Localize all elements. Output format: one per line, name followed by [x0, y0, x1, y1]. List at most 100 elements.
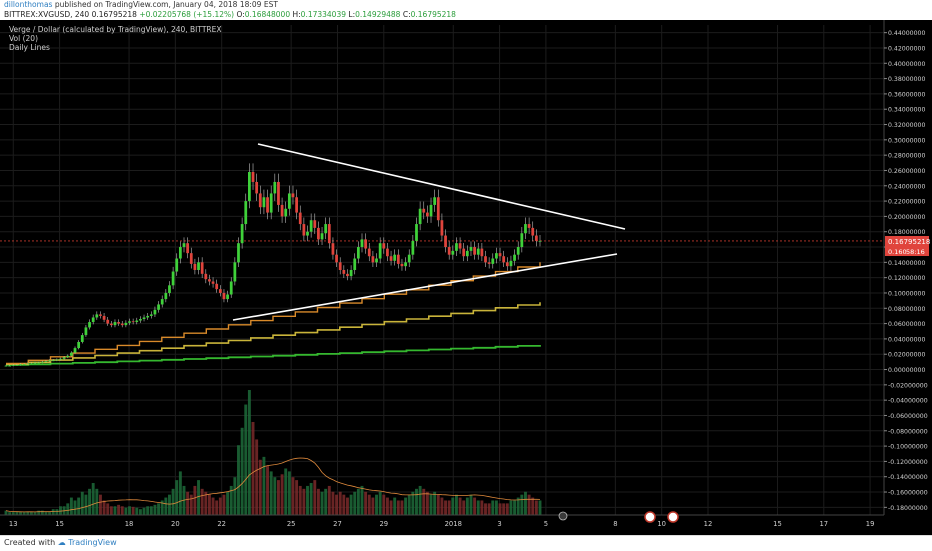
- y-tick-label: 0.38000000: [888, 76, 925, 83]
- volume-bar: [222, 494, 226, 515]
- volume-bar: [462, 500, 466, 515]
- y-tick-label: 0.20000000: [888, 214, 925, 221]
- candle-body: [331, 243, 335, 255]
- y-tick-label: 0.04000000: [888, 336, 925, 343]
- volume-bar: [117, 504, 121, 515]
- volume-bar: [160, 500, 164, 515]
- y-tick-label: -0.12000000: [888, 459, 928, 466]
- volume-bar: [284, 468, 288, 515]
- volume-bar: [527, 494, 531, 515]
- candle-body: [178, 247, 182, 259]
- candle-body: [291, 193, 295, 198]
- y-tick-label: -0.08000000: [888, 428, 928, 435]
- candle-body: [422, 208, 426, 213]
- candle-body: [128, 321, 131, 323]
- candle-body: [102, 315, 106, 320]
- volume-bar: [309, 483, 313, 515]
- volume-bar: [331, 491, 335, 515]
- volume-bar: [258, 459, 262, 515]
- candle-body: [80, 335, 84, 342]
- price-chart[interactable]: 0.44000000 0.42000000 0.40000000 0.38000000…: [0, 20, 932, 535]
- y-tick-label: 0.12000000: [888, 275, 925, 282]
- volume-bar: [505, 503, 509, 515]
- candle-body: [91, 317, 95, 323]
- volume-bar: [142, 507, 146, 515]
- y-tick-label: -0.04000000: [888, 398, 928, 405]
- daily-line-green: [6, 345, 541, 366]
- candle-body: [440, 220, 444, 236]
- symbol-label: BITTREX:XVGUSD, 240: [4, 10, 90, 19]
- candle-body: [520, 233, 524, 248]
- volume-bar: [59, 506, 62, 515]
- volume-bar: [400, 500, 404, 515]
- candle-body: [487, 262, 491, 264]
- volume-bar: [37, 510, 41, 515]
- lower-trendline[interactable]: [232, 253, 618, 321]
- candle-body: [447, 247, 451, 255]
- candle-body: [280, 204, 284, 217]
- y-tick-label: 0.28000000: [888, 153, 925, 160]
- volume-bar: [451, 497, 455, 515]
- candle-body: [99, 314, 102, 316]
- candle-body: [26, 363, 30, 365]
- y-tick-label: 0.44000000: [888, 30, 925, 37]
- candle-body: [164, 292, 168, 300]
- tradingview-brand[interactable]: TradingView: [68, 538, 117, 547]
- candle-body: [404, 262, 407, 267]
- volume-bar: [382, 494, 386, 515]
- candle-body: [411, 240, 415, 255]
- publish-info: published on TradingView.com, January 04…: [54, 0, 278, 9]
- volume-bar: [229, 485, 233, 515]
- candle-body: [197, 262, 200, 270]
- candle-body: [8, 365, 12, 367]
- candle-body: [324, 224, 328, 234]
- volume-bar: [353, 491, 357, 515]
- volume-bar: [22, 512, 26, 515]
- volume-bar: [29, 512, 33, 515]
- price-axis[interactable]: 0.44000000 0.42000000 0.40000000 0.38000000…: [883, 20, 932, 535]
- upper-trendline[interactable]: [257, 143, 626, 230]
- candle-body: [426, 212, 429, 217]
- x-tick-label: 20: [171, 520, 180, 528]
- candle-body: [73, 348, 77, 353]
- price-axis-bg: [884, 20, 932, 535]
- candle-body: [244, 201, 248, 225]
- candle-body: [371, 256, 375, 263]
- countdown-label: 58:16: [906, 248, 925, 256]
- candle-body: [139, 319, 142, 321]
- y-tick-label: -0.18000000: [888, 505, 928, 512]
- volume-bar: [128, 506, 131, 515]
- event-markers[interactable]: [558, 511, 679, 523]
- low-value: 0.14929488: [355, 10, 401, 19]
- volume-bar: [396, 500, 400, 515]
- time-axis[interactable]: 13 15 18 20 22 25 27 29 2018 3 5 8 10 12 15 17 19: [0, 514, 932, 535]
- volume-bar: [498, 503, 502, 515]
- y-tick-label: 0.26000000: [888, 168, 925, 175]
- candle-body: [277, 181, 280, 205]
- volume-bar: [33, 512, 37, 515]
- x-tick-label: 18: [125, 520, 134, 528]
- event-marker-3[interactable]: [667, 511, 679, 523]
- volume-bar: [480, 500, 484, 515]
- candle-body: [349, 270, 353, 277]
- event-marker-2[interactable]: [644, 511, 656, 523]
- volume-bar: [327, 485, 331, 515]
- candle-body: [157, 304, 160, 310]
- daily-line-yellow: [6, 302, 541, 365]
- chart-area[interactable]: 0.44000000 0.42000000 0.40000000 0.38000000…: [0, 20, 932, 535]
- candle-body: [534, 235, 538, 241]
- candle-body: [327, 224, 331, 244]
- event-marker-1[interactable]: [558, 511, 568, 521]
- candle-body: [204, 273, 208, 280]
- volume-bar: [200, 488, 204, 515]
- volume-bar: [168, 494, 171, 515]
- volume-bar: [356, 488, 360, 515]
- volume-bar: [415, 488, 418, 515]
- x-tick-label: 27: [333, 520, 342, 528]
- author-link[interactable]: dillonthomas: [4, 0, 53, 9]
- candle-body: [237, 243, 240, 263]
- volume-bar: [120, 506, 124, 515]
- candle-body: [186, 243, 190, 254]
- candle-body: [142, 317, 146, 319]
- candle-body: [171, 271, 175, 286]
